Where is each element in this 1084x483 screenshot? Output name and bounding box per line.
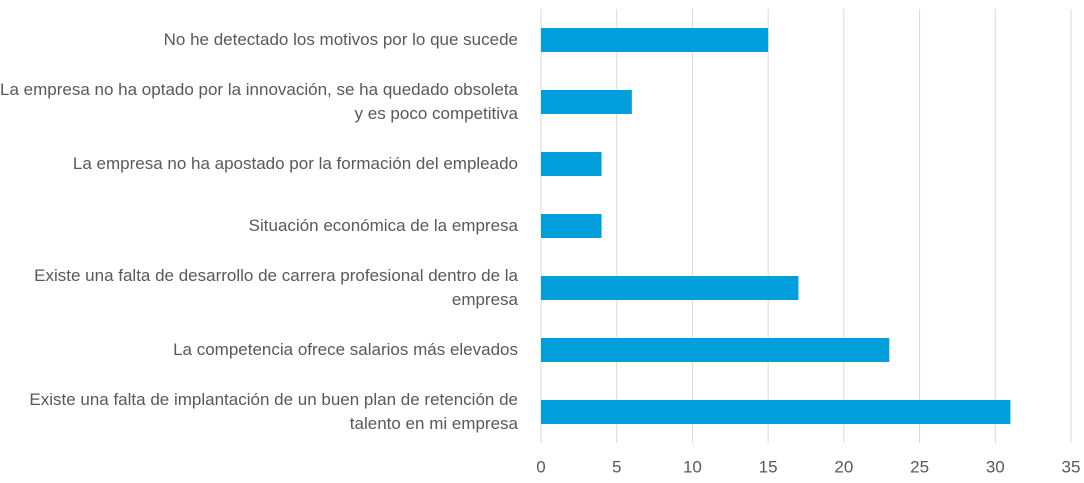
bar [541, 28, 769, 52]
y-tick-label: La empresa no ha apostado por la formaci… [72, 154, 518, 173]
y-tick-label: Existe una falta de desarrollo de carrer… [34, 266, 518, 309]
y-tick-label: La competencia ofrece salarios más eleva… [173, 340, 518, 359]
y-tick-label: Situación económica de la empresa [248, 216, 518, 235]
y-tick-label: La empresa no ha optado por la innovació… [0, 80, 518, 123]
x-tick-label: 10 [683, 457, 702, 476]
x-tick-label: 20 [834, 457, 853, 476]
x-tick-label: 0 [536, 457, 545, 476]
x-tick-label: 25 [910, 457, 929, 476]
x-tick-label: 30 [986, 457, 1005, 476]
x-tick-label: 15 [759, 457, 778, 476]
x-tick-label: 35 [1062, 457, 1081, 476]
x-tick-label: 5 [612, 457, 621, 476]
bar [541, 338, 890, 362]
y-tick-label: No he detectado los motivos por lo que s… [163, 30, 518, 49]
y-tick-label: Existe una falta de implantación de un b… [29, 390, 518, 433]
bar [541, 276, 799, 300]
bar [541, 214, 602, 238]
bar [541, 400, 1011, 424]
bar [541, 90, 632, 114]
bar [541, 152, 602, 176]
